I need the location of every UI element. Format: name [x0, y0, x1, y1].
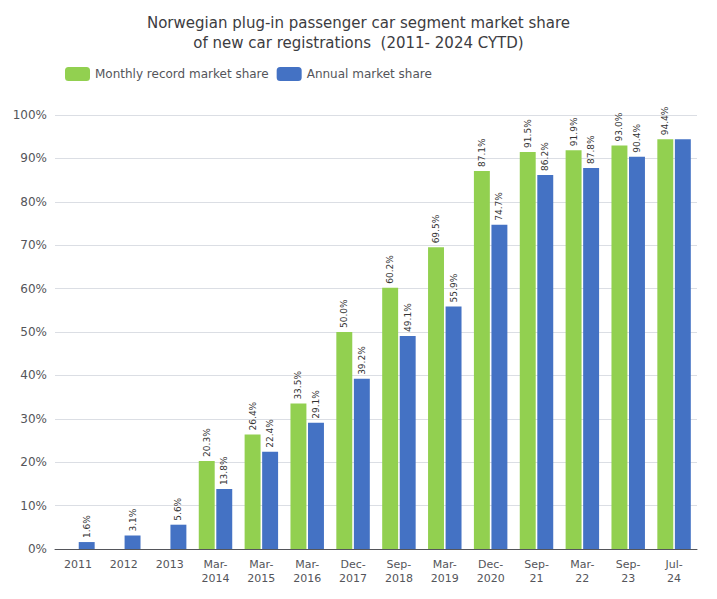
svg-text:2013: 2013 — [156, 558, 184, 571]
svg-text:22: 22 — [575, 572, 589, 585]
svg-text:Sep-: Sep- — [387, 558, 412, 571]
svg-text:2012: 2012 — [110, 558, 138, 571]
svg-text:90%: 90% — [20, 151, 47, 165]
svg-text:of new car registrations (201: of new car registrations (2011- 2024 CYT… — [193, 34, 523, 52]
svg-text:22.4%: 22.4% — [265, 419, 275, 448]
svg-text:Sep-: Sep- — [616, 558, 641, 571]
svg-text:2017: 2017 — [339, 572, 367, 585]
svg-text:Norwegian plug-in passenger ca: Norwegian plug-in passenger car segment … — [147, 14, 570, 32]
svg-text:2014: 2014 — [202, 572, 230, 585]
svg-text:49.1%: 49.1% — [403, 303, 413, 332]
svg-text:Monthly record market share: Monthly record market share — [95, 67, 269, 81]
svg-text:Dec-: Dec- — [478, 558, 503, 571]
svg-text:Jul-: Jul- — [664, 558, 682, 571]
svg-text:3.1%: 3.1% — [128, 508, 138, 531]
svg-text:29.1%: 29.1% — [311, 390, 321, 419]
svg-text:10%: 10% — [20, 499, 47, 513]
svg-text:87.1%: 87.1% — [477, 138, 487, 167]
svg-text:23: 23 — [621, 572, 635, 585]
svg-text:26.4%: 26.4% — [248, 401, 258, 430]
svg-text:Mar-: Mar- — [295, 558, 319, 571]
svg-text:91.9%: 91.9% — [569, 117, 579, 146]
svg-text:40%: 40% — [20, 368, 47, 382]
svg-text:69.5%: 69.5% — [431, 214, 441, 243]
svg-text:50%: 50% — [20, 325, 47, 339]
svg-text:1.6%: 1.6% — [82, 515, 92, 538]
svg-text:55.9%: 55.9% — [449, 273, 459, 302]
svg-text:0%: 0% — [28, 542, 47, 556]
svg-text:60.2%: 60.2% — [385, 255, 395, 284]
svg-text:Sep-: Sep- — [524, 558, 549, 571]
svg-text:74.7%: 74.7% — [494, 192, 504, 221]
svg-text:5.6%: 5.6% — [173, 497, 183, 520]
svg-text:2011: 2011 — [64, 558, 92, 571]
svg-text:21: 21 — [530, 572, 544, 585]
svg-text:2015: 2015 — [247, 572, 275, 585]
svg-text:Mar-: Mar- — [203, 558, 227, 571]
svg-text:Annual market share: Annual market share — [307, 67, 432, 81]
svg-text:2018: 2018 — [385, 572, 413, 585]
svg-text:13.8%: 13.8% — [219, 456, 229, 485]
svg-text:60%: 60% — [20, 282, 47, 296]
svg-text:2016: 2016 — [293, 572, 321, 585]
svg-text:24: 24 — [667, 572, 681, 585]
svg-text:33.5%: 33.5% — [293, 371, 303, 400]
svg-text:Dec-: Dec- — [340, 558, 365, 571]
svg-text:94.4%: 94.4% — [660, 106, 670, 135]
svg-text:Mar-: Mar- — [570, 558, 594, 571]
svg-text:93.0%: 93.0% — [614, 112, 624, 141]
svg-text:2019: 2019 — [431, 572, 459, 585]
svg-text:Mar-: Mar- — [433, 558, 457, 571]
svg-text:91.5%: 91.5% — [523, 119, 533, 148]
svg-text:87.8%: 87.8% — [586, 135, 596, 164]
svg-text:100%: 100% — [13, 108, 47, 122]
svg-text:39.2%: 39.2% — [357, 346, 367, 375]
svg-text:50.0%: 50.0% — [339, 299, 349, 328]
svg-text:30%: 30% — [20, 412, 47, 426]
svg-text:20.3%: 20.3% — [202, 428, 212, 457]
svg-text:70%: 70% — [20, 238, 47, 252]
svg-text:80%: 80% — [20, 195, 47, 209]
svg-text:2020: 2020 — [477, 572, 505, 585]
svg-text:90.4%: 90.4% — [632, 124, 642, 153]
svg-text:86.2%: 86.2% — [540, 142, 550, 171]
svg-text:Mar-: Mar- — [249, 558, 273, 571]
svg-text:20%: 20% — [20, 455, 47, 469]
